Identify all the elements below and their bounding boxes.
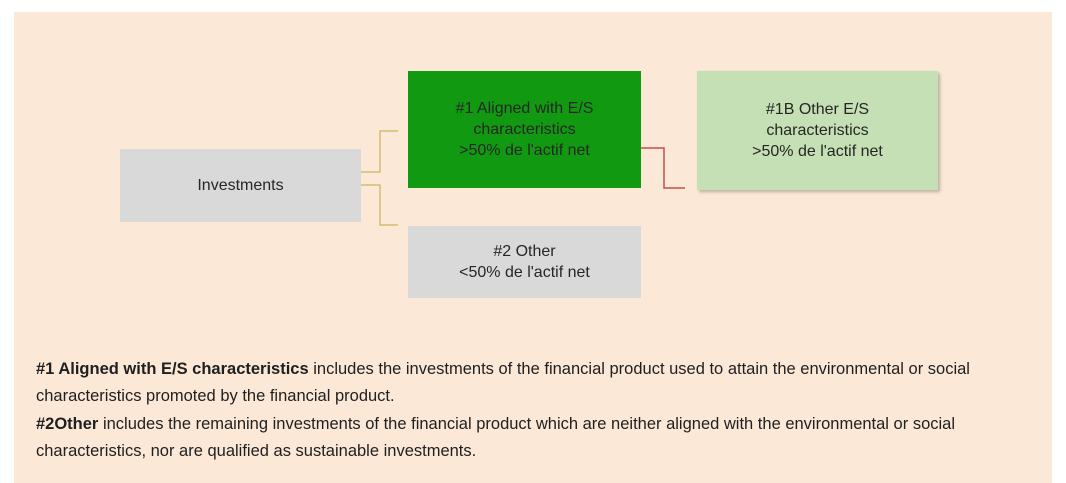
paragraph: #1 Aligned with E/S characteristics incl… (36, 356, 1036, 410)
node-label: #1B Other E/S (765, 101, 870, 118)
paragraph-text: includes the remaining investments of th… (36, 415, 955, 460)
paragraph-term: #2Other (36, 415, 99, 433)
connector (361, 184, 398, 226)
node: #1 Aligned with E/S characteristics >50% d… (408, 71, 641, 188)
node-label: >50% de l'actif net (459, 142, 590, 159)
node: Investments (120, 149, 361, 222)
paragraph: #2Other includes the remaining investmen… (36, 411, 1036, 465)
node-label: characteristics (766, 122, 869, 139)
node: #1B Other E/S characteristics >50% de l'ac… (697, 71, 938, 190)
node-label: #1 Aligned with E/S (455, 100, 594, 117)
connector (361, 130, 398, 173)
connector (641, 147, 685, 189)
node-label: characteristics (473, 121, 576, 138)
paragraph-term: #1 Aligned with E/S characteristics (36, 360, 309, 378)
node-label: >50% de l'actif net (752, 143, 883, 160)
node-label: <50% de l'actif net (459, 264, 590, 281)
paragraph-text: includes the investments of the financia… (36, 360, 970, 405)
node-label: #2 Other (493, 243, 556, 260)
node-label: Investments (197, 177, 284, 194)
node: #2 Other <50% de l'actif net (408, 226, 641, 298)
